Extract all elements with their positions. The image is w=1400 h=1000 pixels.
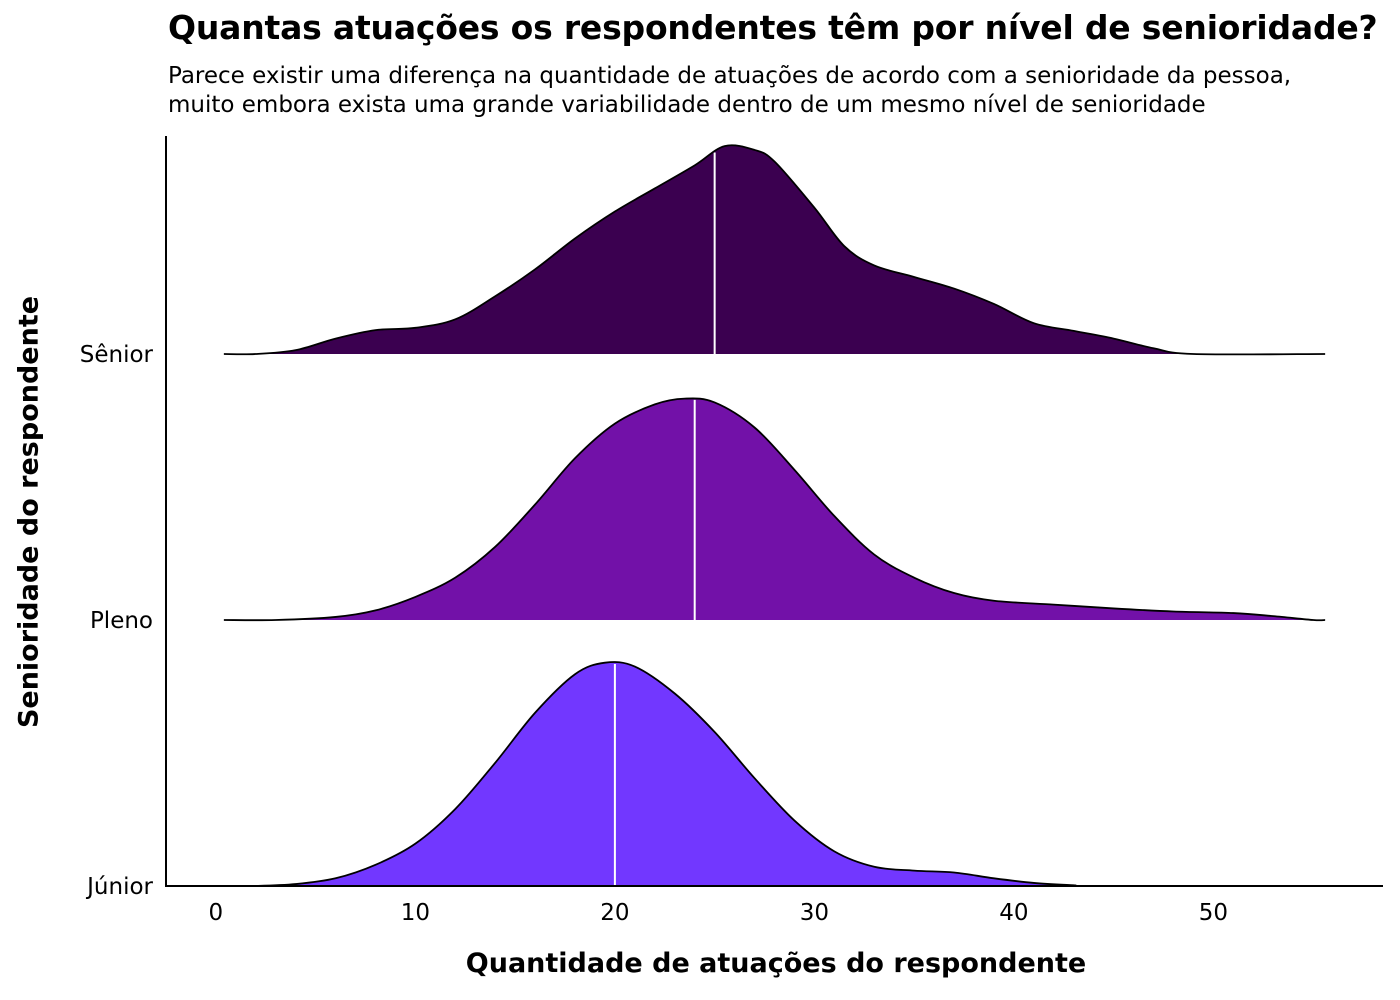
- ridge-pleno: [223, 397, 1326, 622]
- ridge-outline: [223, 397, 1326, 622]
- subtitle-line-1: Parece existir uma diferença na quantida…: [168, 63, 1292, 89]
- x-tick-label: 40: [999, 900, 1028, 926]
- chart-title: Quantas atuações os respondentes têm por…: [168, 8, 1378, 47]
- x-tick-label: 20: [600, 900, 629, 926]
- ridges: [223, 144, 1326, 888]
- x-tick-labels: 0 10 20 30 40 50: [209, 900, 1229, 926]
- ridge-area: [223, 145, 1326, 355]
- x-tick-label: 30: [800, 900, 829, 926]
- ridge-senior: [223, 144, 1326, 356]
- y-tick-labels: Júnior Pleno Sênior: [80, 342, 154, 900]
- x-tick-label: 10: [401, 900, 430, 926]
- ridge-area: [223, 398, 1326, 621]
- subtitle-line-2: muito embora exista uma grande variabili…: [168, 92, 1206, 118]
- ridge-outline: [223, 144, 1326, 356]
- ridge-outline: [223, 661, 1326, 888]
- x-axis-label: Quantidade de atuações do respondente: [465, 948, 1087, 979]
- y-tick-label: Sênior: [80, 342, 154, 368]
- ridge-area: [223, 661, 1326, 887]
- y-tick-label: Pleno: [90, 608, 153, 634]
- y-tick-label: Júnior: [85, 874, 153, 900]
- chart-subtitle: Parece existir uma diferença na quantida…: [168, 62, 1291, 120]
- ridge-junior: [223, 661, 1326, 888]
- x-tick-label: 0: [209, 900, 224, 926]
- x-tick-label: 50: [1199, 900, 1228, 926]
